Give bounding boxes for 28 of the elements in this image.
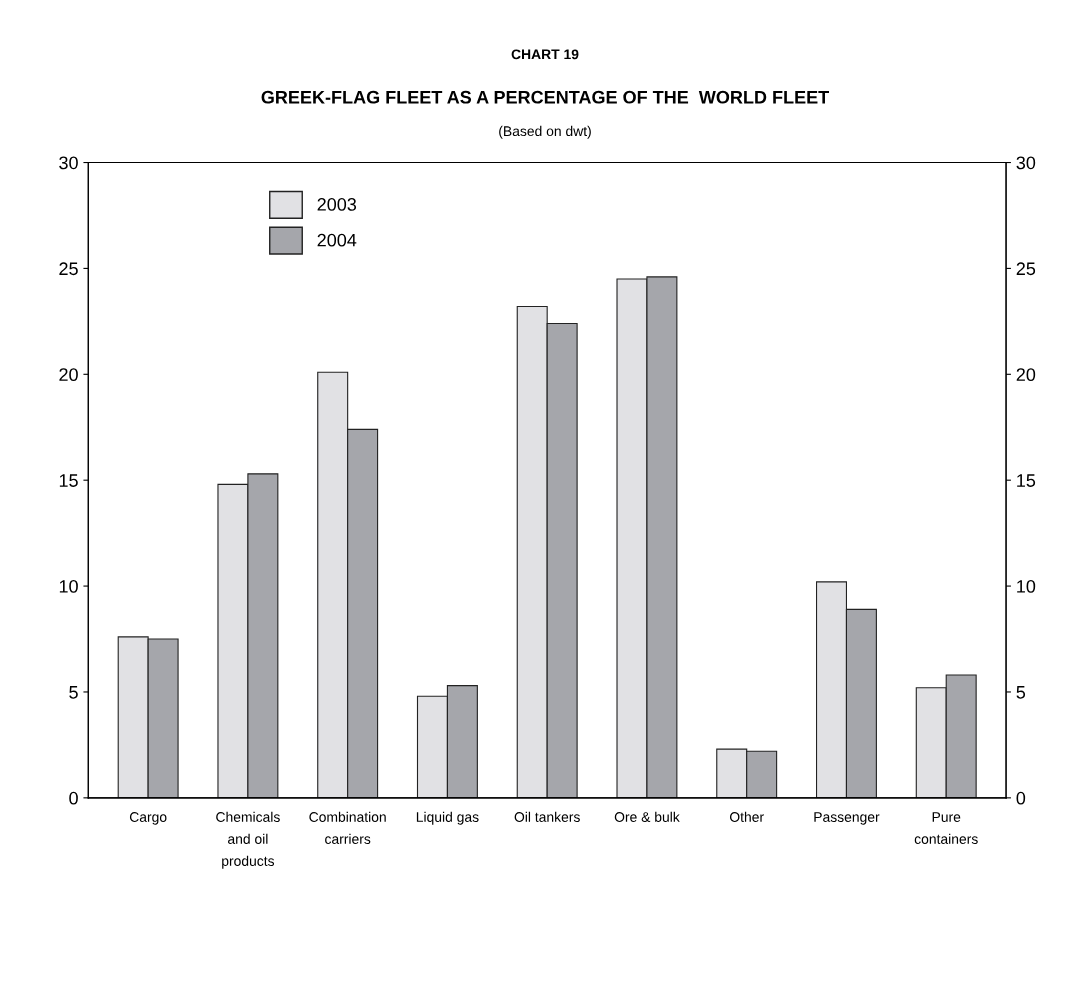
y2-tick-label: 10: [1017, 580, 1036, 593]
x-tick-label: Cargo: [129, 812, 167, 825]
y-tick-label: 5: [69, 686, 78, 699]
y-tick-label: 25: [59, 262, 78, 276]
y-tick-label: 20: [59, 368, 78, 382]
x-tick-label: Other: [729, 811, 764, 822]
legend-label: 2003: [317, 198, 357, 211]
x-tick-label: Liquid gas: [416, 811, 479, 825]
chart-title: GREEK-FLAG FLEET AS A PERCENTAGE OF THE WORLD FLEET: [261, 90, 830, 104]
caption: CHART 19: [511, 49, 579, 60]
y-tick-label: 15: [59, 474, 78, 487]
y2-tick-label: 30: [1016, 156, 1036, 170]
y2-tick-label: 20: [1016, 368, 1036, 382]
y2-tick-label: 15: [1017, 474, 1036, 487]
x-tick-label: Ore & bulk: [614, 811, 680, 822]
x-tick-label: Combination carriers: [309, 811, 386, 844]
y-tick-label: 10: [59, 580, 78, 593]
x-tick-label: Oil tankers: [514, 811, 580, 822]
x-tick-label: Pure containers: [914, 812, 978, 844]
legend-label: 2004: [317, 233, 357, 247]
y2-tick-label: 0: [1016, 791, 1026, 805]
x-tick-label: Chemicals and oil products: [216, 811, 280, 869]
y2-tick-label: 5: [1016, 686, 1026, 699]
y-tick-label: 0: [69, 791, 78, 805]
chart-subtitle: (Based on dwt): [499, 125, 591, 139]
x-tick-label: Passenger: [814, 812, 880, 825]
y-tick-label: 30: [59, 156, 78, 170]
y2-tick-label: 25: [1016, 262, 1036, 276]
